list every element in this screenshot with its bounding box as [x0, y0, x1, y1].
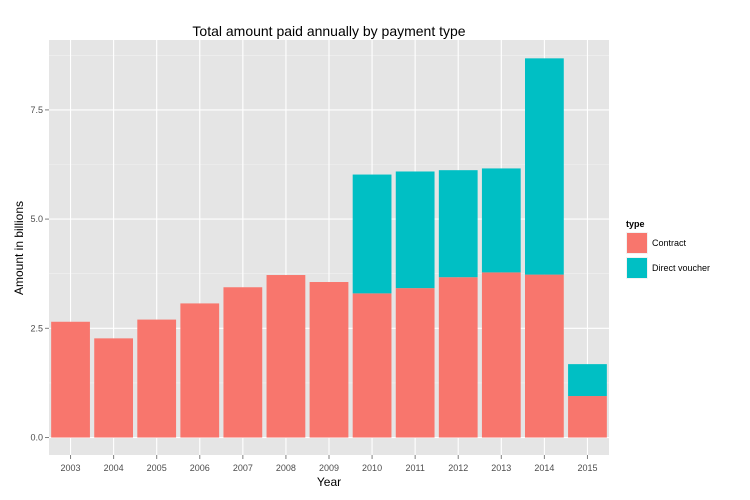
bar-direct-voucher-2014: [525, 58, 564, 275]
bar-contract-2009: [309, 282, 349, 438]
bar-contract-2011: [395, 288, 435, 438]
x-tick-label: 2006: [190, 463, 210, 473]
bar-contract-2008: [266, 275, 306, 438]
bar-contract-2015: [568, 396, 607, 438]
bar-contract-2005: [137, 319, 177, 438]
x-axis-ticks: 2003 2004 2005 2006 2007 2008 2009 2010 2011 2012…: [61, 455, 597, 473]
y-tick-label: 7.5: [30, 105, 43, 115]
bar-direct-voucher-2012: [438, 170, 478, 278]
y-tick-label: 0.0: [30, 433, 43, 443]
bar-contract-2012: [438, 277, 478, 438]
chart-title: Total amount paid annually by payment ty…: [192, 23, 465, 39]
y-axis-title: Amount in billions: [12, 201, 26, 295]
x-tick-label: 2005: [147, 463, 167, 473]
bar-direct-voucher-2010: [352, 174, 392, 294]
x-tick-label: 2011: [405, 463, 424, 473]
x-tick-label: 2003: [61, 463, 81, 473]
legend-label: Direct voucher: [652, 263, 710, 273]
bar-contract-2010: [352, 293, 392, 438]
x-tick-label: 2007: [233, 463, 253, 473]
bar-contract-2003: [51, 321, 90, 438]
y-tick-label: 2.5: [30, 323, 43, 333]
x-tick-label: 2012: [448, 463, 468, 473]
x-tick-label: 2014: [534, 463, 554, 473]
bar-contract-2007: [223, 287, 263, 438]
legend-label: Contract: [652, 238, 687, 248]
bar-contract-2013: [481, 272, 521, 438]
x-axis-title: Year: [317, 475, 341, 489]
legend-swatch-direct-voucher: [627, 258, 647, 278]
legend-swatch-contract: [627, 233, 647, 253]
bar-contract-2006: [180, 303, 220, 438]
bar-contract-2014: [525, 274, 564, 438]
bar-direct-voucher-2011: [395, 171, 435, 289]
y-axis-ticks: 0.0 2.5 5.0 7.5: [30, 105, 49, 443]
bar-direct-voucher-2013: [481, 168, 521, 273]
y-tick-label: 5.0: [30, 214, 43, 224]
legend: type Contract Direct voucher: [626, 219, 710, 279]
x-tick-label: 2004: [104, 463, 124, 473]
bar-direct-voucher-2015: [568, 364, 607, 397]
x-tick-label: 2015: [577, 463, 597, 473]
legend-title: type: [626, 219, 645, 229]
bars: [51, 58, 607, 438]
x-tick-label: 2008: [276, 463, 296, 473]
x-tick-label: 2013: [491, 463, 511, 473]
bar-contract-2004: [94, 338, 133, 438]
x-tick-label: 2010: [362, 463, 382, 473]
x-tick-label: 2009: [319, 463, 339, 473]
